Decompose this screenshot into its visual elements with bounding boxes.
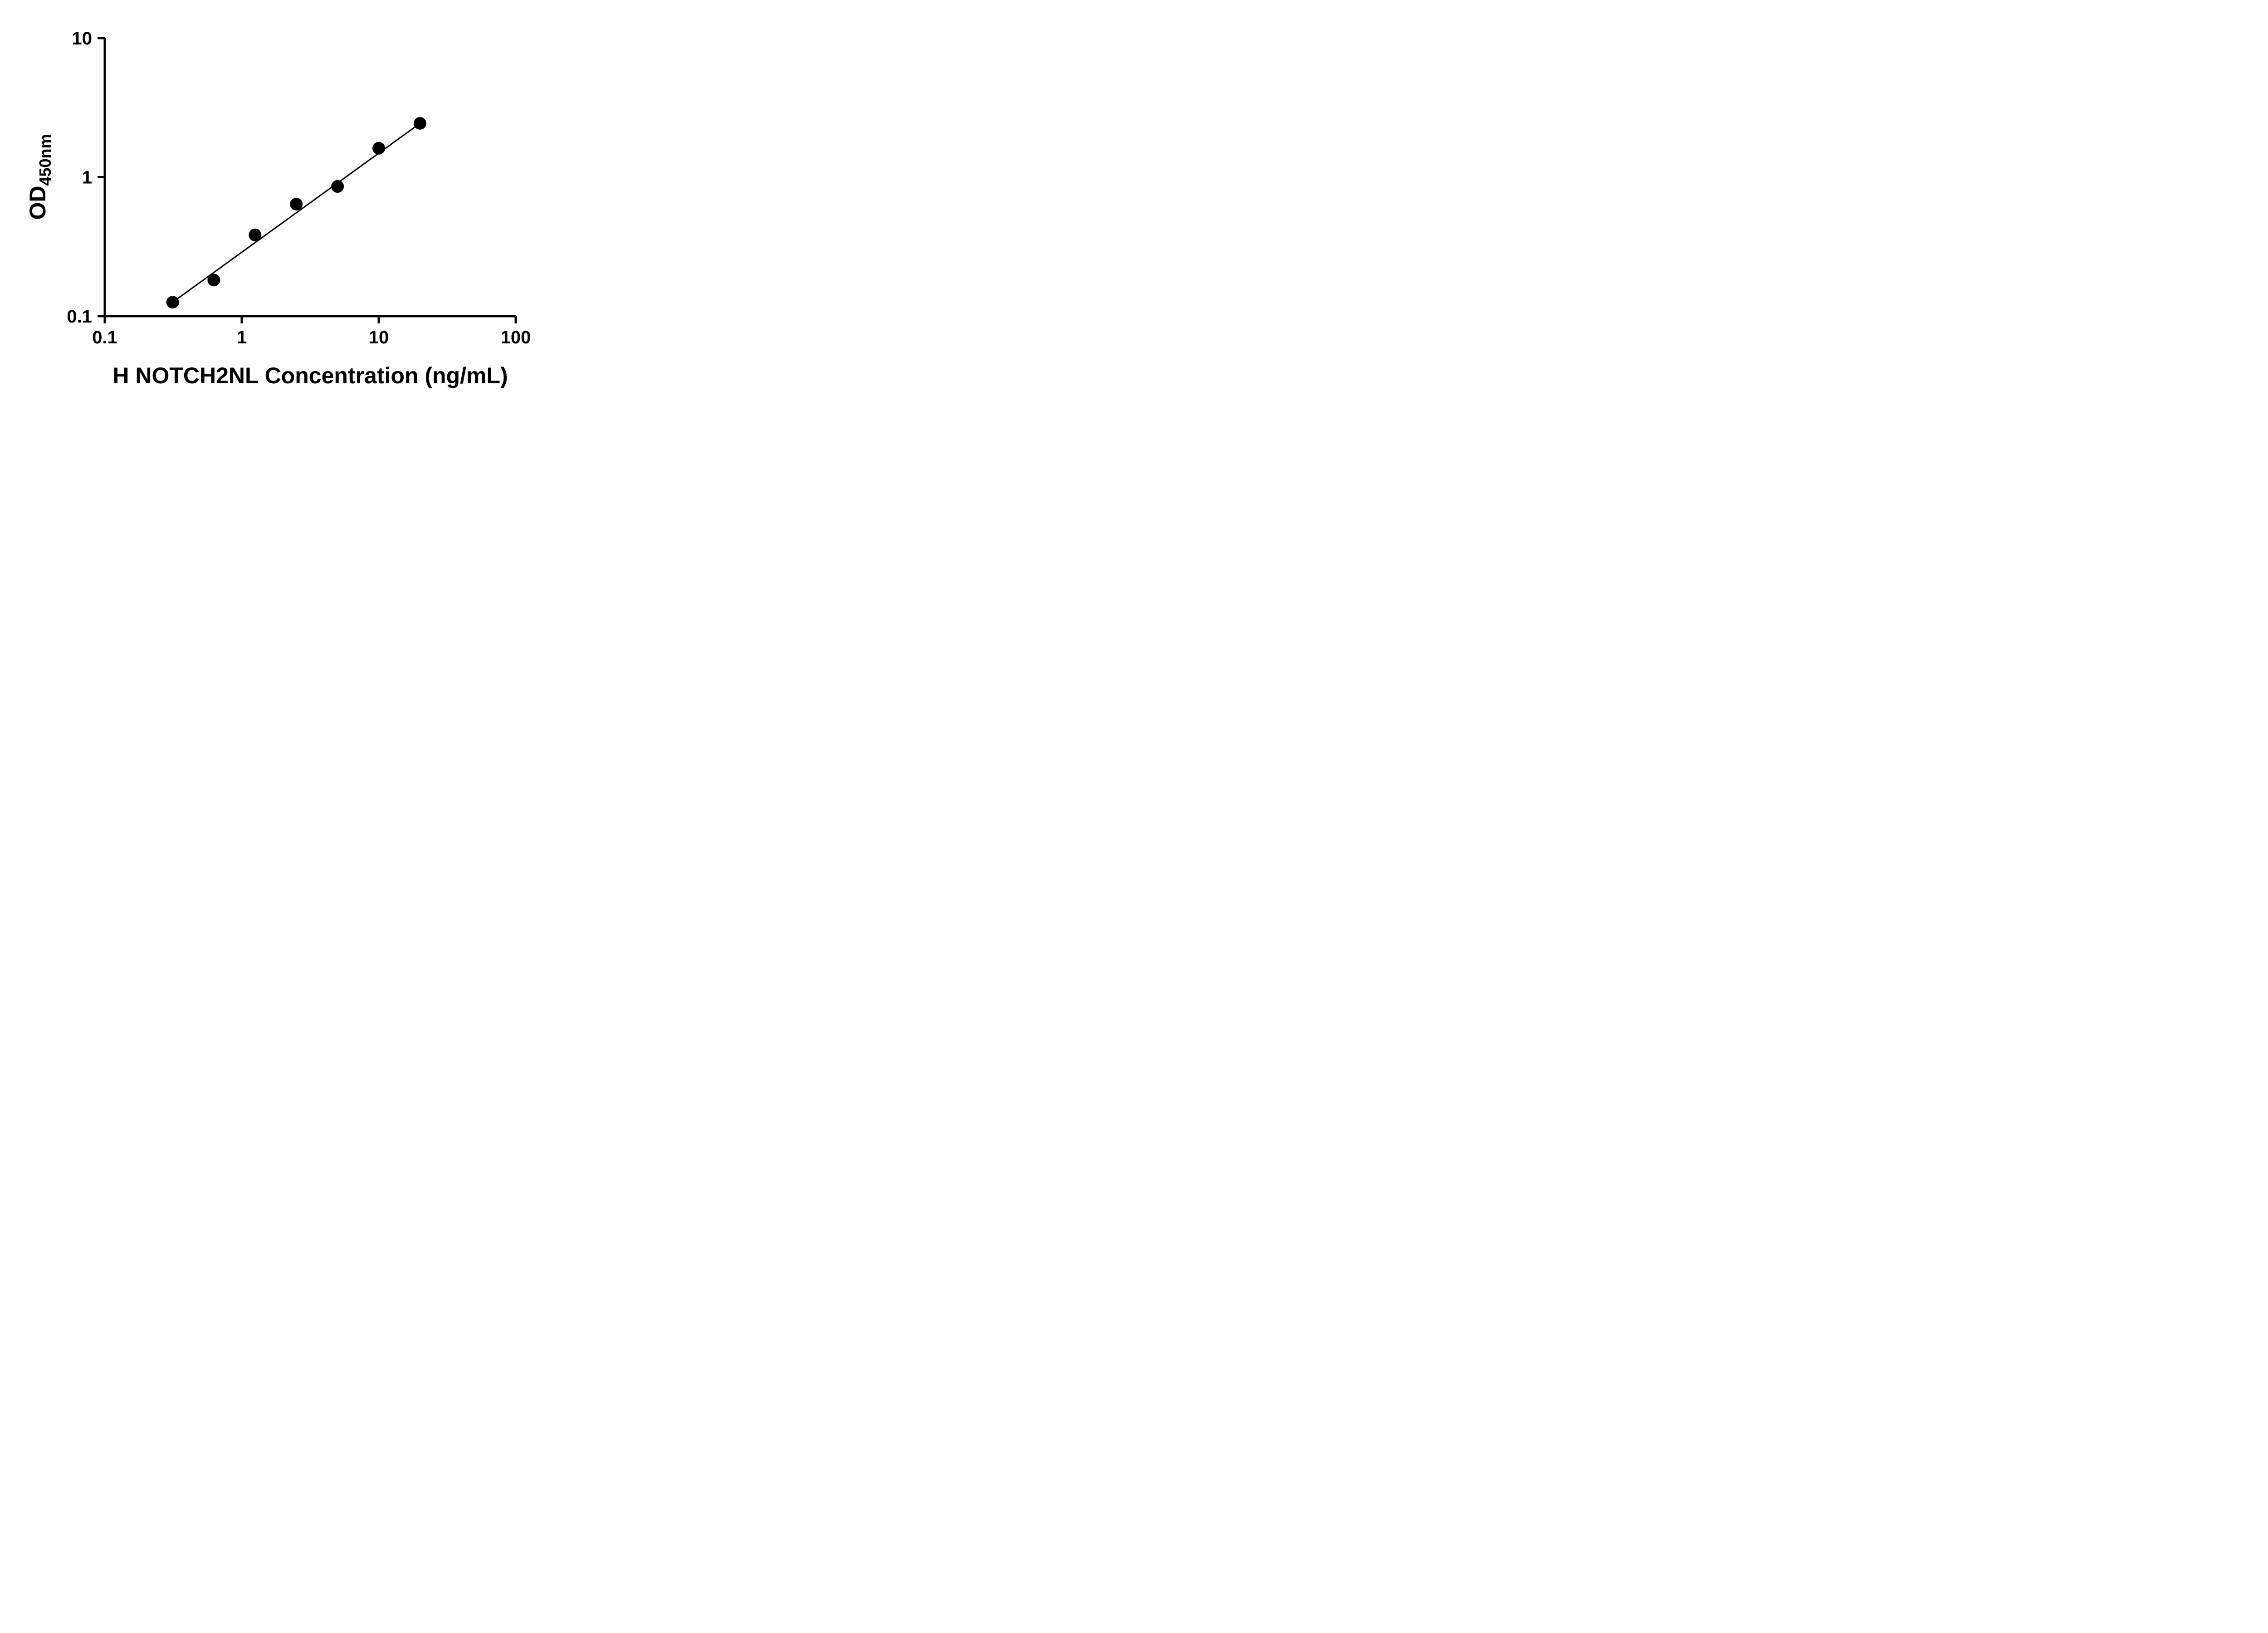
data-point (249, 228, 262, 241)
x-tick-label: 10 (369, 328, 389, 347)
x-tick-label: 0.1 (92, 328, 117, 347)
data-point (207, 274, 220, 287)
y-axis-title-main: OD (25, 186, 50, 220)
chart-figure: 0.1 1 10 100 0.1 1 10 H NOTCH2NL Concentration… (0, 0, 572, 408)
data-point (166, 296, 179, 309)
data-point (372, 142, 385, 155)
y-axis-title: OD450nm (25, 134, 54, 220)
plot-area: 0.1 1 10 100 0.1 1 10 (67, 29, 531, 347)
x-tick-label: 1 (237, 328, 247, 347)
data-point (413, 117, 426, 130)
y-tick-label: 1 (82, 168, 92, 188)
data-point (331, 180, 344, 193)
y-tick-label: 10 (72, 29, 93, 49)
x-tick-label: 100 (501, 328, 531, 347)
elisa-standard-curve-chart: 0.1 1 10 100 0.1 1 10 H NOTCH2NL Concentration… (25, 29, 531, 388)
data-point (290, 198, 303, 211)
y-axis-title-sub: 450nm (36, 134, 54, 186)
x-axis-title: H NOTCH2NL Concentration (ng/mL) (112, 363, 508, 388)
y-tick-label: 0.1 (67, 307, 92, 327)
